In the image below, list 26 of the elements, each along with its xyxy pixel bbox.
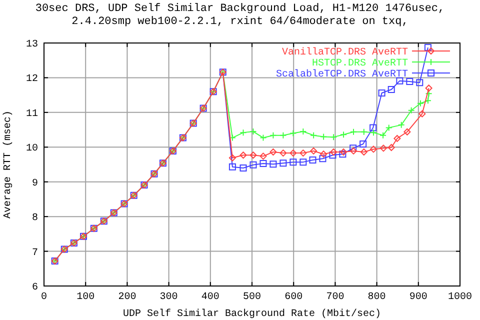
x-tick-label: 700 <box>326 292 344 303</box>
x-axis-title: UDP Self Similar Background Rate (Mbit/sec) <box>122 308 382 320</box>
y-tick-label: 10 <box>26 144 38 155</box>
x-tick-label: 100 <box>76 292 95 303</box>
legend-label: HSTCP.DRS AveRTT <box>312 58 408 70</box>
chart-title: 30sec DRS, UDP Self Similar Background Load, H1-M120 1476usec, <box>35 3 445 15</box>
y-axis-title: Average RTT (msec) <box>2 110 14 219</box>
x-tick-label: 900 <box>409 292 428 303</box>
y-tick-label: 8 <box>32 213 38 224</box>
y-tick-label: 9 <box>32 178 38 190</box>
x-tick-label: 1000 <box>448 292 472 303</box>
chart-subtitle: 2.4.20smp web100-2.2.1, rxint 64/64moderate on txq, <box>72 16 408 28</box>
y-tick-label: 11 <box>26 108 38 120</box>
legend-label: ScalableTCP.DRS AveRTT <box>276 68 408 80</box>
legend-label: VanillaTCP.DRS AveRTT <box>282 46 408 58</box>
x-tick-label: 200 <box>118 292 136 303</box>
x-tick-label: 0 <box>40 292 48 303</box>
y-tick-label: 12 <box>26 74 38 86</box>
x-tick-label: 800 <box>368 292 386 303</box>
x-tick-label: 400 <box>201 292 220 303</box>
x-tick-label: 300 <box>160 292 178 303</box>
y-tick-label: 13 <box>26 40 38 50</box>
x-tick-label: 600 <box>284 292 303 303</box>
y-tick-label: 7 <box>32 248 38 259</box>
y-tick-label: 6 <box>32 282 38 294</box>
x-tick-label: 500 <box>242 292 262 303</box>
